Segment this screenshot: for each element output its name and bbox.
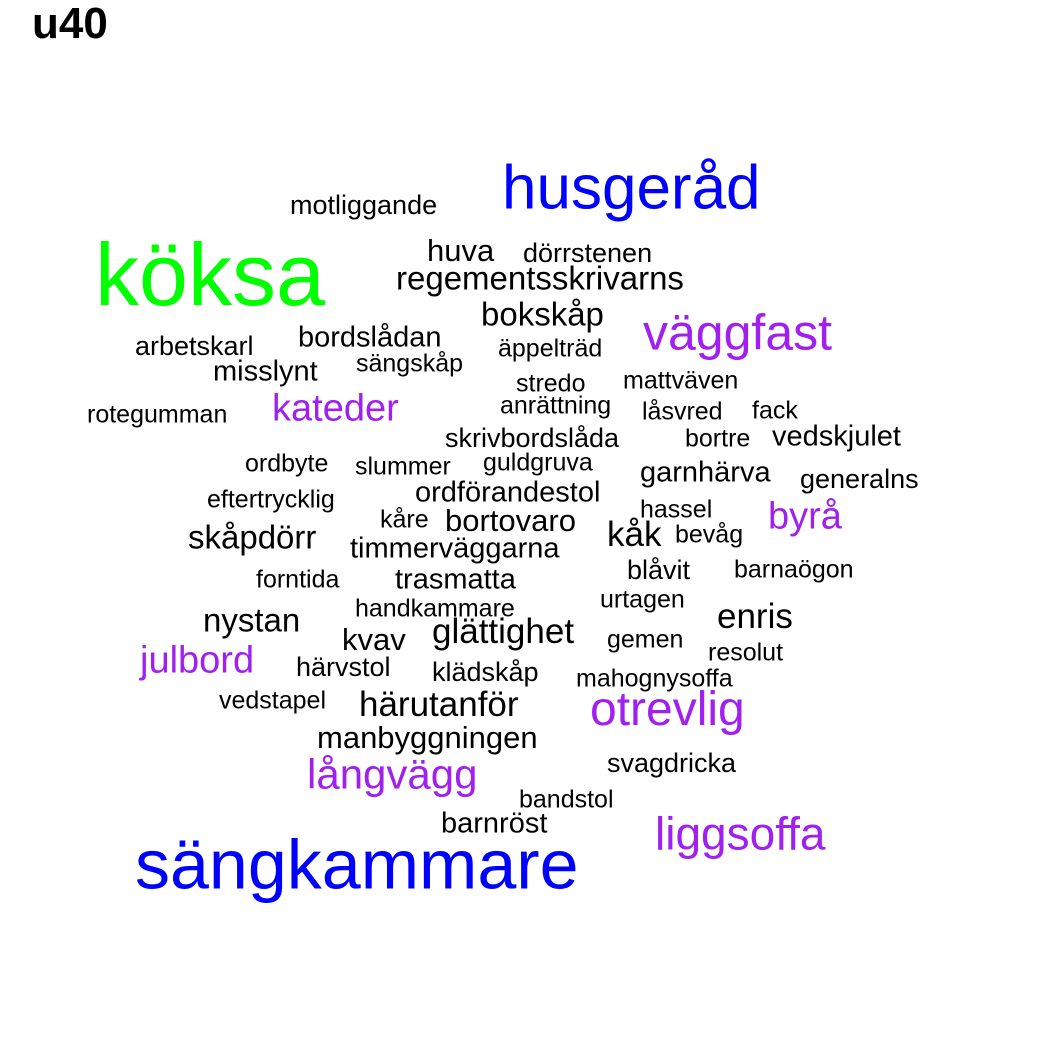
word-sängskåp: sängskåp: [356, 349, 464, 378]
word-kåk: kåk: [607, 514, 662, 554]
word-vedstapel: vedstapel: [219, 686, 327, 715]
word-härvstol: härvstol: [296, 651, 391, 682]
word-mahognysoffa: mahognysoffa: [576, 664, 733, 693]
word-dörrstenen: dörrstenen: [523, 237, 653, 268]
word-husgeråd: husgeråd: [502, 153, 761, 223]
word-nystan: nystan: [203, 601, 301, 639]
word-kvav: kvav: [342, 621, 406, 657]
word-forntida: forntida: [256, 565, 340, 594]
word-stredo: stredo: [516, 369, 586, 398]
word-bandstol: bandstol: [519, 785, 614, 814]
word-barnröst: barnröst: [441, 807, 548, 840]
word-skrivbordslåda: skrivbordslåda: [445, 422, 620, 453]
word-kåre: kåre: [380, 505, 429, 534]
word-generalns: generalns: [800, 463, 919, 494]
word-otrevlig: otrevlig: [590, 683, 745, 736]
word-byrå: byrå: [768, 495, 842, 538]
word-enris: enris: [717, 596, 793, 636]
word-trasmatta: trasmatta: [395, 563, 516, 596]
word-låsvred: låsvred: [642, 397, 723, 426]
word-handkammare: handkammare: [355, 594, 515, 623]
word-mattväven: mattväven: [623, 366, 739, 395]
word-äppelträd: äppelträd: [498, 334, 603, 363]
word-väggfast: väggfast: [643, 304, 833, 361]
word-ordförandestol: ordförandestol: [415, 476, 601, 509]
word-julbord: julbord: [140, 639, 255, 682]
word-urtagen: urtagen: [600, 585, 685, 614]
word-misslynt: misslynt: [213, 355, 318, 388]
word-guldgruva: guldgruva: [483, 448, 593, 477]
word-slummer: slummer: [355, 452, 451, 481]
word-bevåg: bevåg: [675, 520, 744, 549]
word-huva: huva: [427, 232, 495, 268]
word-regementsskrivarns: regementsskrivarns: [396, 259, 684, 297]
word-långvägg: långvägg: [307, 750, 478, 798]
page-title: u40: [32, 0, 108, 48]
word-blåvit: blåvit: [627, 554, 691, 585]
word-svagdricka: svagdricka: [607, 747, 737, 778]
word-köksa: köksa: [95, 225, 325, 324]
word-timmerväggarna: timmerväggarna: [350, 532, 560, 565]
word-rotegumman: rotegumman: [87, 400, 228, 429]
word-barnaögon: barnaögon: [734, 555, 854, 584]
word-hassel: hassel: [640, 495, 713, 524]
word-eftertrycklig: eftertrycklig: [207, 485, 335, 514]
word-sängkammare: sängkammare: [135, 825, 579, 904]
word-bokskåp: bokskåp: [481, 295, 604, 333]
word-klädskåp: klädskåp: [432, 656, 539, 687]
word-resolut: resolut: [708, 638, 784, 667]
word-glättighet: glättighet: [432, 611, 575, 651]
word-liggsoffa: liggsoffa: [655, 807, 826, 860]
word-arbetskarl: arbetskarl: [135, 330, 254, 361]
word-bortre: bortre: [685, 424, 751, 453]
word-fack: fack: [752, 396, 798, 425]
word-vedskjulet: vedskjulet: [772, 420, 901, 453]
word-ordbyte: ordbyte: [245, 449, 329, 478]
word-anrättning: anrättning: [500, 391, 612, 420]
word-gemen: gemen: [607, 625, 684, 654]
word-motliggande: motliggande: [290, 189, 438, 220]
word-härutanför: härutanför: [359, 684, 519, 724]
word-garnhärva: garnhärva: [640, 456, 771, 489]
word-manbyggningen: manbyggningen: [317, 719, 538, 755]
word-skåpdörr: skåpdörr: [188, 518, 317, 556]
word-bortovaro: bortovaro: [445, 502, 576, 538]
word-bordslådan: bordslådan: [298, 321, 442, 354]
word-kateder: kateder: [272, 387, 399, 430]
